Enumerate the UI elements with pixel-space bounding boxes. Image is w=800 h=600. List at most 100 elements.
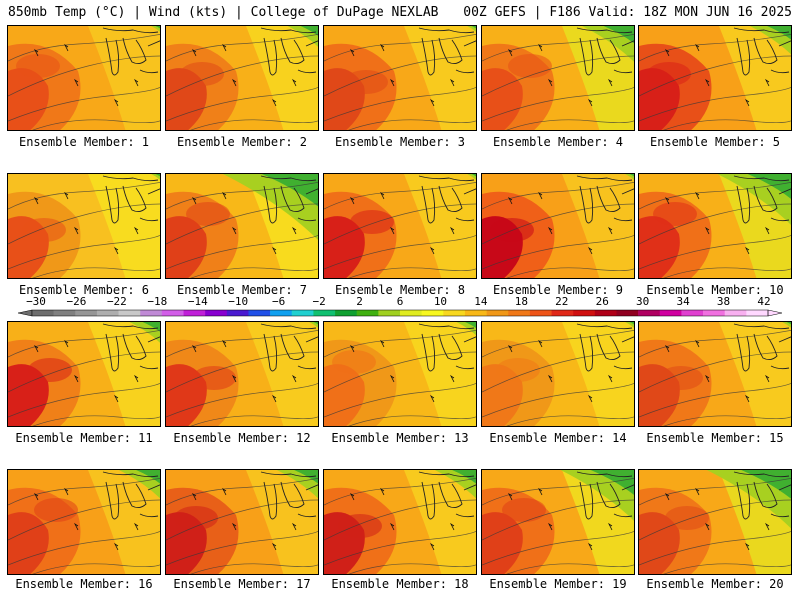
colorbar-tick-label: −2 xyxy=(312,295,326,308)
temperature-map xyxy=(166,26,318,130)
temperature-map xyxy=(639,26,791,130)
colorbar-segment xyxy=(140,310,163,316)
temperature-map xyxy=(639,174,791,278)
temperature-map xyxy=(166,322,318,426)
colorbar-segment xyxy=(508,310,531,316)
colorbar-tick-label: 30 xyxy=(636,295,650,308)
colorbar-segment xyxy=(573,310,596,316)
colorbar-right-arrow xyxy=(767,309,783,317)
temperature-map xyxy=(639,322,791,426)
colorbar-segment xyxy=(703,310,726,316)
header-title: 850mb Temp (°C) | Wind (kts) | College o… xyxy=(8,5,439,20)
ensemble-map-panel xyxy=(481,25,635,131)
ensemble-member-label: Ensemble Member: 11 xyxy=(15,431,153,445)
ensemble-map-panel xyxy=(481,321,635,427)
ensemble-member-label: Ensemble Member: 15 xyxy=(646,431,784,445)
colorbar-segment xyxy=(551,310,574,316)
colorbar-tick-label: 14 xyxy=(474,295,488,308)
colorbar-segment xyxy=(313,310,336,316)
colorbar-segment xyxy=(421,310,444,316)
ensemble-map-panel xyxy=(638,321,792,427)
ensemble-map-panel xyxy=(638,173,792,279)
ensemble-map-panel xyxy=(7,321,161,427)
colorbar-segment xyxy=(118,310,141,316)
colorbar-segment xyxy=(205,310,228,316)
colorbar-segment xyxy=(270,310,293,316)
temperature-map xyxy=(324,26,476,130)
temperature-map xyxy=(166,174,318,278)
temperature-map xyxy=(8,26,160,130)
colorbar-tick-label: 42 xyxy=(757,295,771,308)
colorbar-tick-label: 34 xyxy=(676,295,690,308)
colorbar-tick-label: 10 xyxy=(433,295,448,308)
colorbar-segment xyxy=(335,310,358,316)
ensemble-member-label: Ensemble Member: 1 xyxy=(18,135,150,149)
temperature-map xyxy=(482,174,634,278)
ensemble-member-label: Ensemble Member: 2 xyxy=(176,135,308,149)
colorbar-tick-label: 22 xyxy=(555,295,569,308)
ensemble-member-label: Ensemble Member: 4 xyxy=(492,135,624,149)
colorbar-tick-label: 26 xyxy=(595,295,609,308)
colorbar-segment xyxy=(161,310,184,316)
ensemble-member-label: Ensemble Member: 17 xyxy=(173,577,311,591)
colorbar-segment xyxy=(464,310,487,316)
colorbar-tick-label: 2 xyxy=(356,295,363,308)
colorbar-segment xyxy=(53,310,76,316)
colorbar-segment xyxy=(356,310,379,316)
temperature-map xyxy=(8,322,160,426)
ensemble-member-label: Ensemble Member: 8 xyxy=(334,283,466,297)
ensemble-map-panel xyxy=(165,469,319,575)
colorbar-segment xyxy=(616,310,639,316)
ensemble-member-label: Ensemble Member: 10 xyxy=(646,283,784,297)
ensemble-map-panel xyxy=(165,173,319,279)
ensemble-member-label: Ensemble Member: 16 xyxy=(15,577,153,591)
temperature-map xyxy=(482,322,634,426)
colorbar-segment xyxy=(659,310,682,316)
ensemble-member-label: Ensemble Member: 9 xyxy=(492,283,624,297)
colorbar-left-arrow xyxy=(17,309,33,317)
ensemble-map-panel xyxy=(481,173,635,279)
ensemble-member-label: Ensemble Member: 6 xyxy=(18,283,150,297)
colorbar-segment xyxy=(400,310,422,316)
ensemble-map-panel xyxy=(323,173,477,279)
colorbar-segment xyxy=(291,310,314,316)
temperature-map xyxy=(482,26,634,130)
header-valid-time: 00Z GEFS | F186 Valid: 18Z MON JUN 16 20… xyxy=(463,5,792,20)
temperature-map xyxy=(639,470,791,574)
colorbar-tick-label: −6 xyxy=(272,295,286,308)
temperature-map xyxy=(324,470,476,574)
colorbar-tick-label: −10 xyxy=(228,295,249,308)
ensemble-map-panel xyxy=(165,321,319,427)
ensemble-map-panel xyxy=(7,25,161,131)
colorbar-segment xyxy=(183,310,206,316)
colorbar-tick-label: 6 xyxy=(396,295,404,308)
ensemble-map-panel xyxy=(165,25,319,131)
colorbar-tick-label: −18 xyxy=(147,295,168,308)
colorbar-segment xyxy=(96,310,119,316)
colorbar-segment xyxy=(32,310,54,316)
ensemble-member-label: Ensemble Member: 3 xyxy=(334,135,466,149)
colorbar-segment xyxy=(529,310,552,316)
colorbar-tick-label: −30 xyxy=(26,295,46,308)
ensemble-member-label: Ensemble Member: 18 xyxy=(331,577,469,591)
ensemble-member-label: Ensemble Member: 12 xyxy=(173,431,311,445)
colorbar-tick-label: −26 xyxy=(66,295,87,308)
colorbar-segment xyxy=(746,310,769,316)
colorbar-segment xyxy=(638,310,661,316)
colorbar-segment xyxy=(724,310,747,316)
temperature-map xyxy=(324,174,476,278)
ensemble-map-panel xyxy=(7,173,161,279)
colorbar-segment xyxy=(681,310,704,316)
colorbar-segment xyxy=(378,310,401,316)
temperature-map xyxy=(324,322,476,426)
ensemble-map-panel xyxy=(638,25,792,131)
ensemble-map-panel xyxy=(7,469,161,575)
colorbar-segment xyxy=(226,310,249,316)
ensemble-map-panel xyxy=(323,469,477,575)
temperature-map xyxy=(166,470,318,574)
temperature-map xyxy=(8,470,160,574)
colorbar-segment xyxy=(486,310,509,316)
ensemble-member-label: Ensemble Member: 7 xyxy=(176,283,308,297)
ensemble-member-label: Ensemble Member: 14 xyxy=(489,431,627,445)
temperature-colorbar xyxy=(17,309,783,317)
